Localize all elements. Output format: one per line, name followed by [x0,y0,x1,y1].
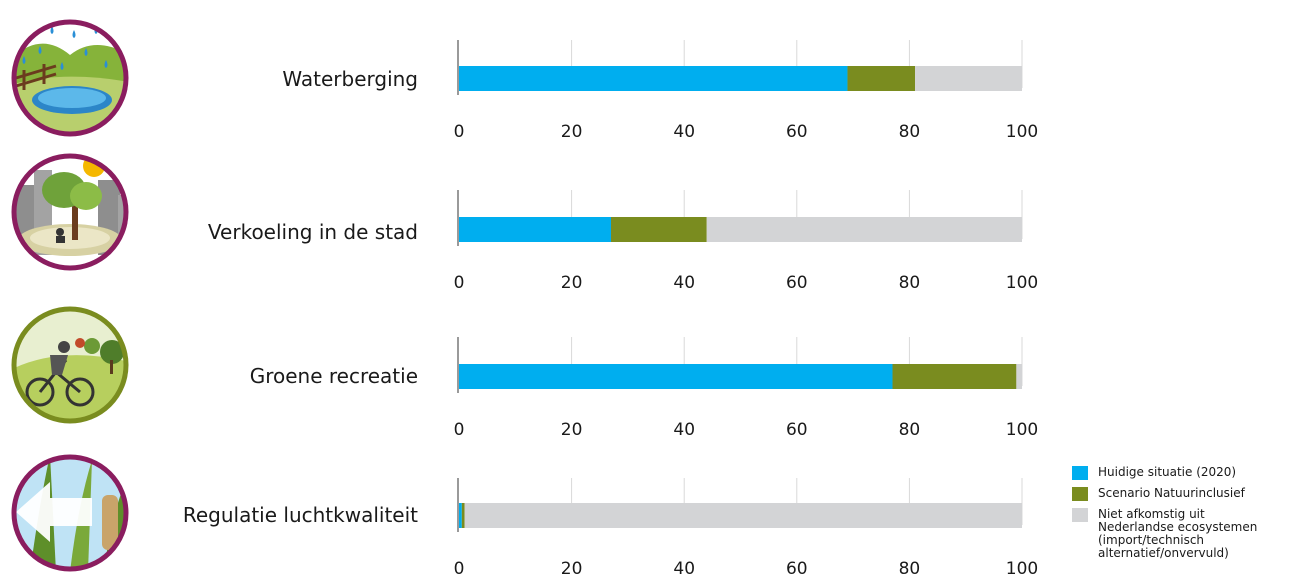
bar-segment [892,364,1017,389]
bar-panels: 0 20 40 60 80 100 0 20 40 60 80 100 0 20 40 60 80 100 0 20 4… [454,40,1038,579]
tick-label: 100 [1006,273,1038,293]
tick-label: 100 [1006,122,1038,142]
legend-item: Huidige situatie (2020) [1072,466,1297,480]
tick-label: 40 [673,122,695,142]
tick-label: 20 [561,559,583,579]
legend-label: Niet afkomstig uit Nederlandse ecosystem… [1098,507,1258,560]
tick-label: 0 [454,273,465,293]
legend-swatch-huidige [1072,466,1088,480]
luchtkwaliteit-icon [11,454,129,572]
legend: Huidige situatie (2020) Scenario Natuuri… [1072,466,1297,567]
tick-label: 60 [786,420,808,440]
legend-item: Niet afkomstig uit Nederlandse ecosystem… [1072,508,1297,560]
waterberging-icon [11,19,129,137]
tick-label: 80 [899,420,921,440]
recreatie-icon [11,306,129,424]
legend-label: Huidige situatie (2020) [1098,465,1237,479]
category-label: Regulatie luchtkwaliteit [183,503,418,527]
tick-label: 80 [899,122,921,142]
tick-label: 60 [786,559,808,579]
tick-label: 60 [786,122,808,142]
legend-label: Scenario Natuurinclusief [1098,486,1245,500]
tick-label: 80 [899,273,921,293]
tick-label: 40 [673,420,695,440]
bar-segment [459,503,462,528]
bar-segment [459,217,612,242]
tick-label: 100 [1006,559,1038,579]
legend-item: Scenario Natuurinclusief [1072,487,1297,501]
bar-segment [847,66,916,91]
tick-label: 0 [454,420,465,440]
tick-label: 100 [1006,420,1038,440]
tick-label: 60 [786,273,808,293]
tick-label: 20 [561,420,583,440]
legend-swatch-niet [1072,508,1088,522]
category-label: Verkoeling in de stad [208,220,418,244]
bar-segment [459,364,893,389]
tick-label: 80 [899,559,921,579]
bar-segment [1016,364,1022,389]
category-label: Waterberging [282,67,418,91]
bar-segment [915,66,1022,91]
bar-segment [461,503,465,528]
bar-segment [706,217,1022,242]
tick-label: 0 [454,559,465,579]
tick-label: 40 [673,559,695,579]
bar-segment [459,66,848,91]
bar-segment [611,217,707,242]
legend-swatch-scenario [1072,487,1088,501]
tick-label: 20 [561,122,583,142]
category-label: Groene recreatie [250,364,418,388]
tick-label: 0 [454,122,465,142]
bar-segment [464,503,1022,528]
tick-label: 20 [561,273,583,293]
tick-label: 40 [673,273,695,293]
verkoeling-icon [11,153,129,271]
